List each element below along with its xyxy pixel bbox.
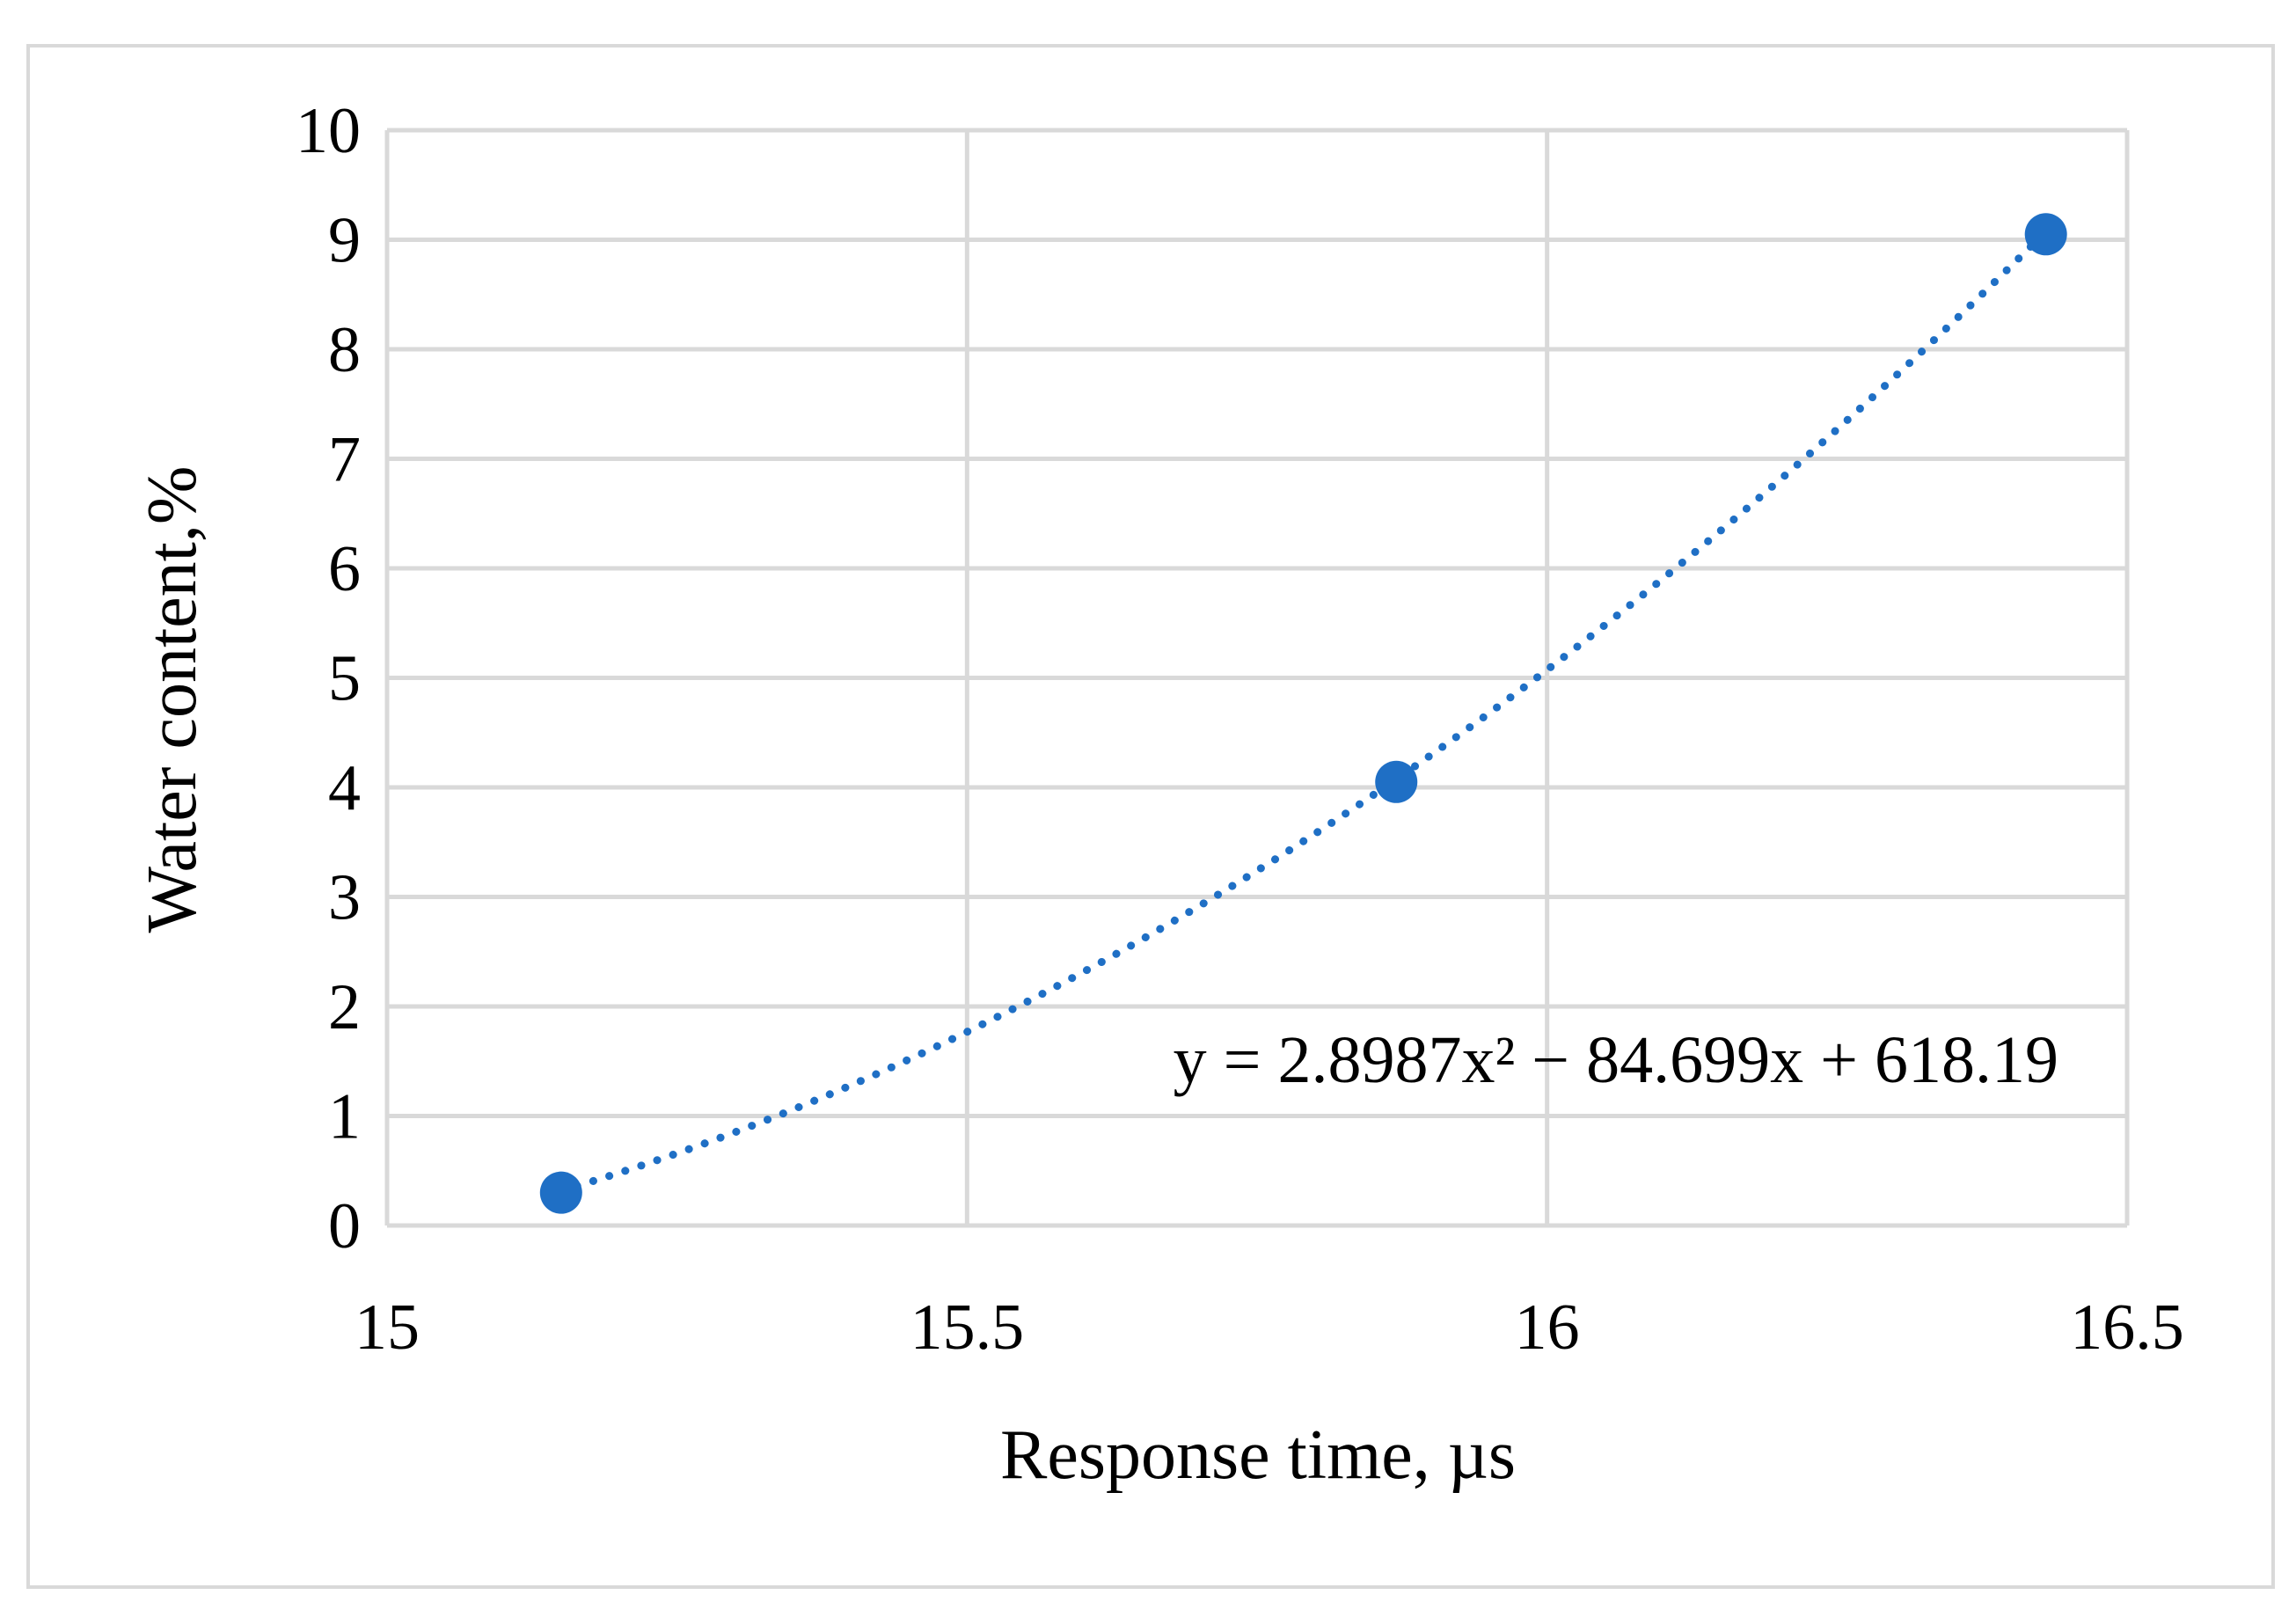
y-tick-label: 0 — [328, 1190, 361, 1262]
y-tick-label: 4 — [328, 752, 361, 824]
trendline-equation: y = 2.8987x² − 84.699x + 618.19 — [1174, 1023, 2058, 1097]
x-tick-label: 16.5 — [2070, 1291, 2184, 1364]
y-tick-label: 6 — [328, 533, 361, 605]
trendline — [557, 227, 2051, 1196]
y-tick-label: 1 — [328, 1081, 361, 1153]
tick-labels: 0 1 2 3 4 5 6 7 8 9 10 15 15.5 16 16.5 — [296, 95, 2184, 1364]
grid-layer — [384, 128, 2130, 1228]
data-points — [539, 213, 2067, 1214]
y-tick-label: 2 — [328, 971, 361, 1043]
y-tick-label: 7 — [328, 424, 361, 496]
y-tick-label: 3 — [328, 862, 361, 934]
x-tick-label: 16 — [1515, 1291, 1580, 1364]
y-axis-title: Water content,% — [134, 465, 211, 933]
chart-frame — [26, 44, 2275, 1589]
data-point — [539, 1171, 582, 1214]
data-point — [1375, 760, 1418, 803]
y-tick-label: 9 — [328, 205, 361, 277]
y-tick-label: 5 — [328, 643, 361, 715]
data-point — [2024, 213, 2067, 256]
y-tick-label: 10 — [296, 95, 361, 167]
trendline-layer — [557, 227, 2051, 1196]
x-tick-label: 15.5 — [910, 1291, 1025, 1364]
x-tick-label: 15 — [355, 1291, 420, 1364]
x-axis-title: Response time, µs — [1000, 1416, 1516, 1494]
y-tick-label: 8 — [328, 314, 361, 386]
